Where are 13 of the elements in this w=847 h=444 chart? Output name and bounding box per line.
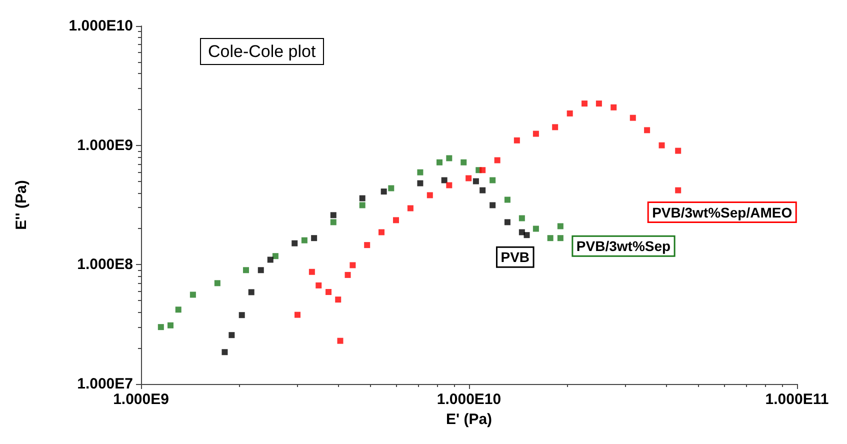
series-label: PVB — [500, 249, 530, 266]
x-tick-label: 1.000E9 — [113, 391, 169, 408]
x-tick-label: 1.000E11 — [765, 391, 829, 408]
y-axis-title: E'' (Pa) — [13, 180, 30, 230]
y-tick-label: 1.000E7 — [77, 376, 133, 392]
y-tick-label: 1.000E9 — [77, 136, 133, 154]
x-axis-title: E' (Pa) — [446, 411, 492, 428]
y-tick-label: 1.000E10 — [68, 18, 133, 34]
series-label: PVB/3wt%Sep — [576, 238, 671, 254]
text: Cole-Cole plot — [208, 42, 316, 61]
series-label: PVB/3wt%Sep/AMEO — [652, 204, 792, 220]
y-tick-label: 1.000E8 — [77, 256, 133, 274]
x-tick-label: 1.000E10 — [436, 391, 502, 408]
